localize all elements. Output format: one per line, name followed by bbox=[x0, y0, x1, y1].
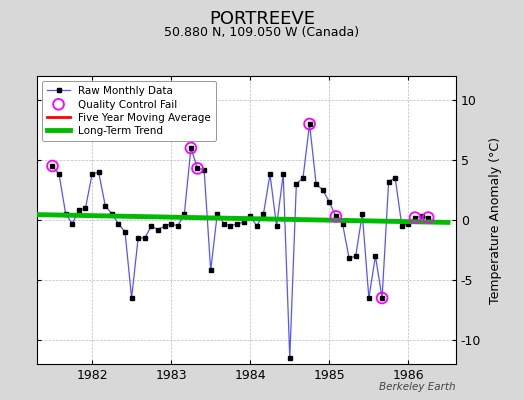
Quality Control Fail bbox=[48, 163, 57, 169]
Raw Monthly Data bbox=[379, 296, 385, 300]
Quality Control Fail bbox=[305, 121, 314, 127]
Quality Control Fail bbox=[332, 213, 340, 220]
Raw Monthly Data bbox=[135, 236, 141, 240]
Line: Raw Monthly Data: Raw Monthly Data bbox=[50, 122, 430, 360]
Raw Monthly Data bbox=[49, 164, 56, 168]
Quality Control Fail bbox=[424, 214, 432, 221]
Raw Monthly Data bbox=[287, 356, 293, 360]
Text: 50.880 N, 109.050 W (Canada): 50.880 N, 109.050 W (Canada) bbox=[165, 26, 359, 39]
Raw Monthly Data bbox=[313, 182, 319, 186]
Y-axis label: Temperature Anomaly (°C): Temperature Anomaly (°C) bbox=[489, 136, 503, 304]
Raw Monthly Data bbox=[425, 215, 431, 220]
Raw Monthly Data bbox=[141, 236, 148, 240]
Quality Control Fail bbox=[193, 165, 202, 172]
Quality Control Fail bbox=[187, 145, 195, 151]
Raw Monthly Data bbox=[412, 215, 418, 220]
Raw Monthly Data bbox=[340, 221, 346, 226]
Text: Berkeley Earth: Berkeley Earth bbox=[379, 382, 456, 392]
Legend: Raw Monthly Data, Quality Control Fail, Five Year Moving Average, Long-Term Tren: Raw Monthly Data, Quality Control Fail, … bbox=[42, 81, 216, 141]
Text: PORTREEVE: PORTREEVE bbox=[209, 10, 315, 28]
Quality Control Fail bbox=[411, 214, 419, 221]
Raw Monthly Data bbox=[307, 122, 313, 126]
Quality Control Fail bbox=[378, 295, 386, 301]
